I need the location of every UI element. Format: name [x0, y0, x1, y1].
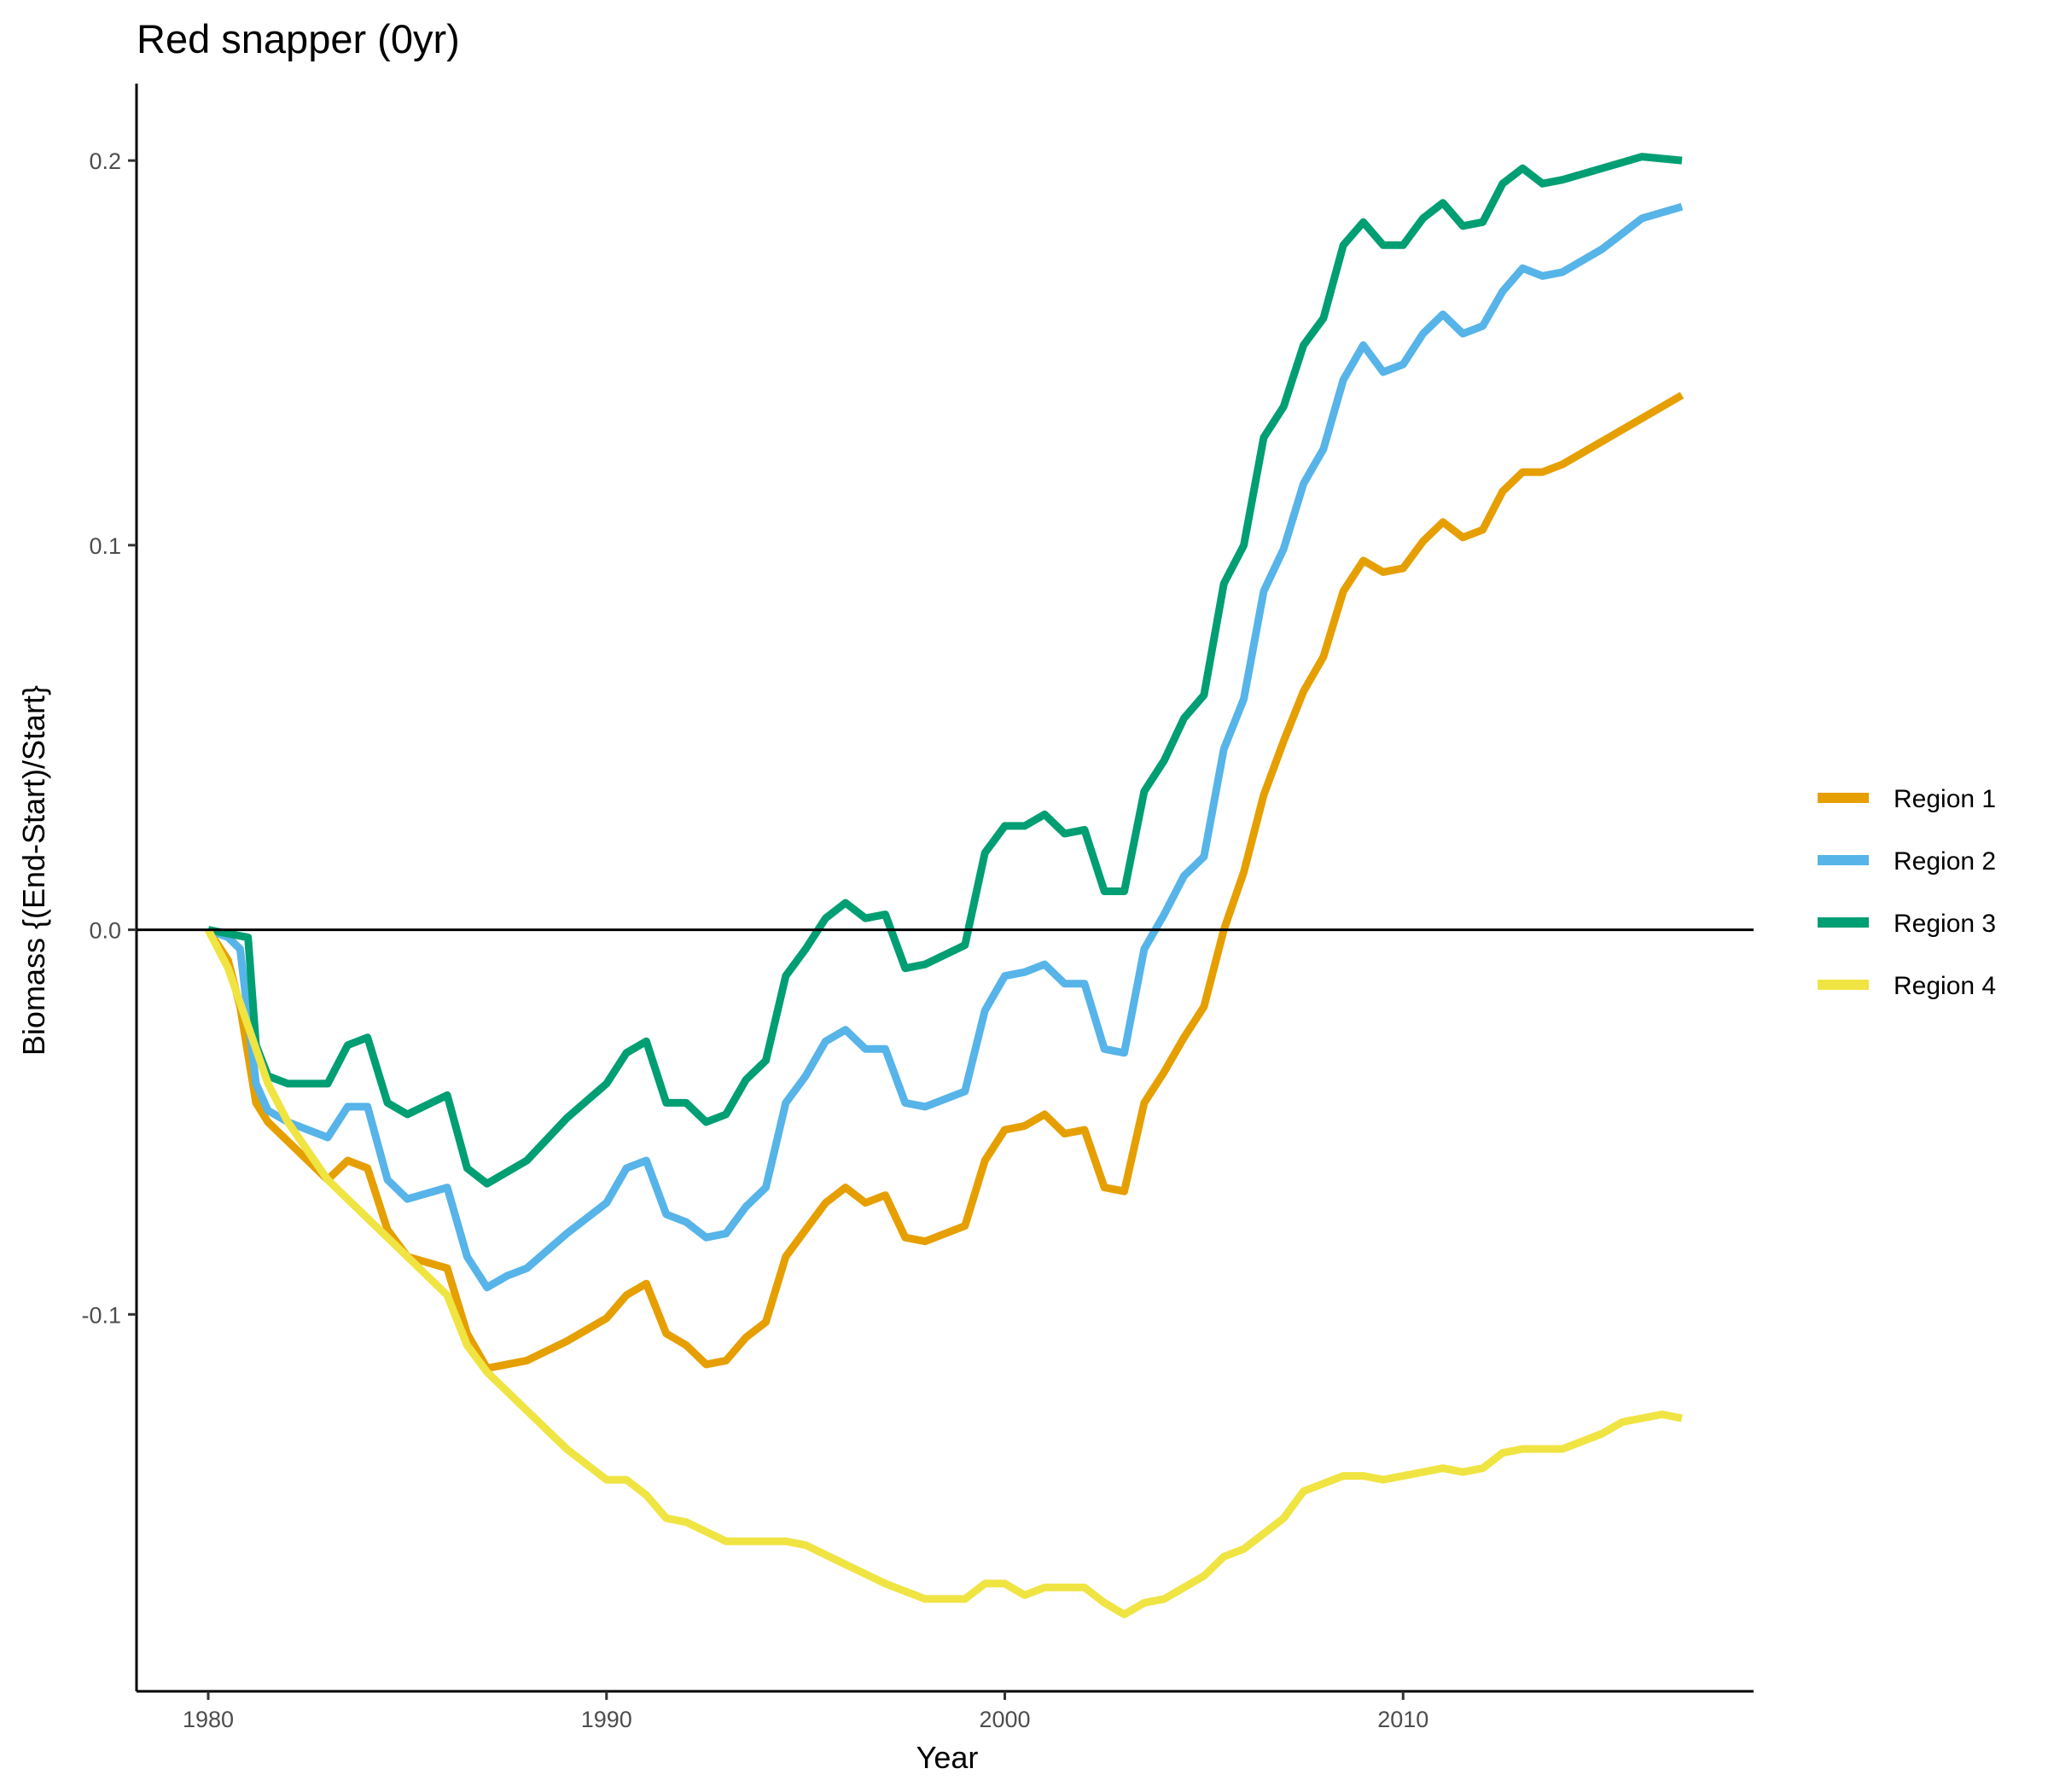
y-tick-label: 0.1 [89, 533, 121, 559]
x-axis-title: Year [916, 1740, 979, 1775]
x-tick-label: 1990 [581, 1707, 632, 1732]
series-line-region-1 [205, 392, 1684, 1372]
series-line-region-3 [207, 153, 1683, 1188]
legend-label-region-2: Region 2 [1894, 847, 1996, 876]
y-axis-title: Biomass {(End-Start)/Start} [16, 685, 51, 1056]
series-line-region-2 [207, 202, 1684, 1292]
legend: Region 1 Region 2 Region 3 Region 4 [1818, 785, 1996, 1000]
y-tick-label: -0.1 [81, 1302, 121, 1328]
series-layer [205, 153, 1684, 1619]
y-tick-label: 0.2 [89, 148, 121, 174]
chart-title: Red snapper (0yr) [137, 16, 460, 61]
y-axis-ticks: -0.1 0.0 0.1 0.2 [81, 148, 137, 1328]
y-tick-label: 0.0 [89, 918, 121, 944]
x-axis-ticks: 1980 1990 2000 2010 [183, 1691, 1428, 1732]
legend-label-region-3: Region 3 [1894, 910, 1996, 938]
x-tick-label: 1980 [183, 1707, 234, 1732]
legend-label-region-4: Region 4 [1894, 972, 1996, 1000]
legend-label-region-1: Region 1 [1894, 785, 1996, 813]
x-tick-label: 2000 [979, 1707, 1030, 1732]
series-line-region-4 [205, 928, 1683, 1619]
x-tick-label: 2010 [1377, 1707, 1428, 1732]
